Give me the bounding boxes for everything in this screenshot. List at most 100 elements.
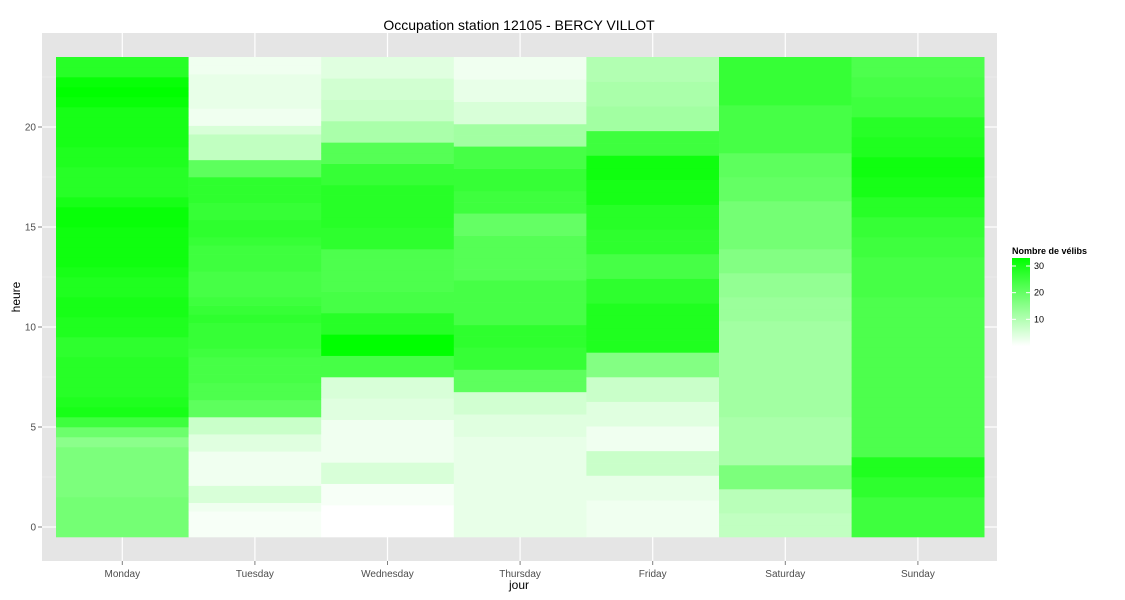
heatmap-tile <box>719 201 852 214</box>
heatmap-tile <box>453 123 587 136</box>
heatmap-tile <box>321 355 455 367</box>
heatmap-tile <box>56 387 189 398</box>
heatmap-tile <box>188 168 322 178</box>
heatmap-tile <box>719 393 852 406</box>
heatmap-tile <box>586 81 720 95</box>
heatmap-tile <box>56 417 189 428</box>
heatmap-tile <box>851 57 985 68</box>
heatmap-tile <box>453 224 587 236</box>
heatmap-tile <box>56 467 189 478</box>
heatmap-tile <box>719 261 852 274</box>
heatmap-tile <box>188 502 322 512</box>
heatmap-tile <box>321 409 455 420</box>
heatmap-tile <box>851 77 985 88</box>
heatmap-tile <box>586 192 720 205</box>
heatmap-tile <box>56 97 189 108</box>
heatmap-tile <box>851 267 985 278</box>
heatmap-tile <box>586 57 720 70</box>
heatmap-tile <box>321 462 455 474</box>
heatmap-tile <box>586 204 720 218</box>
heatmap-tile <box>188 65 322 75</box>
x-tick-label: Tuesday <box>236 569 274 580</box>
heatmap-tile <box>188 271 322 281</box>
heatmap-tile <box>851 287 985 298</box>
heatmap-tile <box>188 519 322 529</box>
heatmap-tile <box>188 425 322 435</box>
heatmap-tile <box>321 483 455 495</box>
heatmap-tile <box>56 187 189 198</box>
heatmap-tile <box>453 157 587 169</box>
heatmap-tile <box>188 57 322 66</box>
heatmap-tile <box>453 447 587 460</box>
heatmap-tile <box>56 447 189 458</box>
heatmap-tile <box>321 430 455 442</box>
heatmap-tile <box>719 369 852 382</box>
heatmap-tile <box>453 403 587 415</box>
heatmap-tile <box>719 105 852 118</box>
heatmap-tile <box>719 333 852 346</box>
heatmap-tile <box>188 125 322 135</box>
heatmap-tile <box>453 525 587 538</box>
heatmap-tile <box>321 249 455 260</box>
heatmap-tile <box>586 413 720 427</box>
heatmap-tile <box>321 78 455 90</box>
heatmap-tile <box>586 426 720 439</box>
heatmap-tile <box>453 213 587 225</box>
heatmap-tile <box>188 151 322 161</box>
heatmap-tile <box>586 69 720 82</box>
heatmap-tile <box>586 340 720 353</box>
heatmap-tile <box>851 217 985 228</box>
heatmap-tile <box>188 477 322 486</box>
heatmap-tile <box>56 487 189 498</box>
heatmap-tile <box>56 57 189 68</box>
heatmap-tile <box>851 187 985 198</box>
heatmap-tile <box>719 525 852 538</box>
heatmap-tile <box>188 142 322 152</box>
x-tick-label: Sunday <box>901 569 935 580</box>
y-tick-label: 5 <box>30 423 36 434</box>
heatmap-tile <box>851 97 985 108</box>
heatmap-tile <box>719 381 852 394</box>
heatmap-tile <box>851 427 985 438</box>
heatmap-tile <box>56 497 189 508</box>
heatmap-tile <box>851 277 985 288</box>
heatmap-tile <box>719 513 852 526</box>
heatmap-tile <box>719 249 852 262</box>
heatmap-tile <box>188 185 322 195</box>
heatmap-tile <box>56 237 189 248</box>
heatmap-tile <box>719 345 852 358</box>
y-tick-label: 10 <box>25 323 37 334</box>
heatmap-tile <box>453 358 587 370</box>
heatmap-tile <box>56 207 189 218</box>
heatmap-tile <box>56 407 189 418</box>
heatmap-tile <box>56 177 189 188</box>
heatmap-tile <box>56 247 189 258</box>
heatmap-tile <box>56 357 189 368</box>
heatmap-tile <box>719 57 852 70</box>
heatmap-tile <box>188 99 322 109</box>
heatmap-tile <box>586 438 720 452</box>
heatmap-tile <box>188 219 322 229</box>
heatmap-tile <box>453 101 587 114</box>
heatmap-tile <box>719 453 852 466</box>
heatmap-tile <box>453 347 587 359</box>
heatmap-tile <box>453 280 587 292</box>
heatmap-tile <box>453 202 587 214</box>
heatmap-tile <box>586 364 720 378</box>
heatmap-tile <box>188 82 322 92</box>
heatmap-tile <box>188 254 322 264</box>
heatmap-tile <box>188 391 322 401</box>
heatmap-tile <box>321 227 455 239</box>
heatmap-tile <box>188 348 322 358</box>
heatmap-tile <box>586 389 720 402</box>
heatmap-tile <box>586 167 720 181</box>
y-tick-label: 15 <box>25 223 37 234</box>
heatmap-tile <box>321 57 455 68</box>
heatmap-tile <box>851 507 985 518</box>
heatmap-tile <box>719 501 852 514</box>
heatmap-tile <box>453 324 587 337</box>
heatmap-tile <box>851 407 985 418</box>
heatmap-tile <box>453 391 587 404</box>
heatmap-tile <box>321 313 455 324</box>
heatmap-tile <box>56 117 189 128</box>
